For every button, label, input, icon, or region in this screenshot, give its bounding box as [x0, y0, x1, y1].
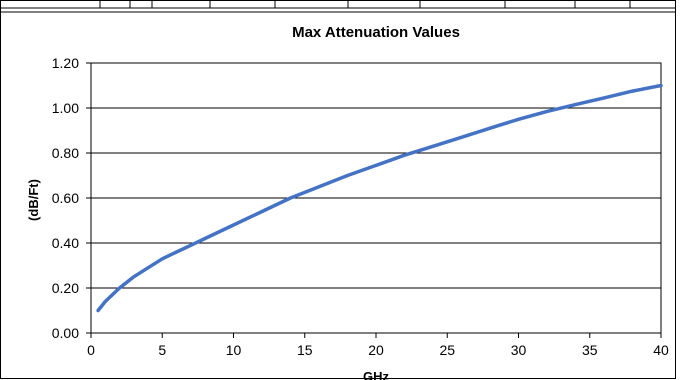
x-tick-labels: 0 5 10 15 20 25 30 35 40 — [87, 342, 669, 358]
y-tick-label: 1.00 — [52, 100, 79, 116]
x-tick-marks — [90, 333, 662, 338]
x-tick-label: 0 — [87, 342, 95, 358]
header-strip-cells — [99, 0, 631, 8]
plot-area-border — [90, 62, 662, 334]
y-tick-label: 0.20 — [52, 280, 79, 296]
x-axis-label: GHz — [363, 369, 390, 380]
y-tick-label: 0.80 — [52, 145, 79, 161]
x-tick-label: 40 — [653, 342, 669, 358]
y-tick-labels: 0.00 0.20 0.40 0.60 0.80 1.00 1.20 — [52, 55, 79, 341]
x-tick-label: 5 — [158, 342, 166, 358]
x-tick-label: 10 — [226, 342, 242, 358]
x-tick-label: 35 — [582, 342, 598, 358]
chart-title: Max Attenuation Values — [292, 24, 460, 41]
x-tick-label: 15 — [297, 342, 313, 358]
y-axis-label: (dB/Ft) — [26, 179, 41, 221]
x-tick-label: 20 — [368, 342, 384, 358]
y-tick-label: 0.40 — [52, 235, 79, 251]
x-tick-label: 30 — [511, 342, 527, 358]
y-tick-label: 1.20 — [52, 55, 79, 71]
attenuation-curve — [96, 83, 663, 313]
x-tick-label: 25 — [439, 342, 455, 358]
y-tick-label: 0.60 — [52, 190, 79, 206]
y-tick-label: 0.00 — [52, 325, 79, 341]
chart-area-border — [0, 0, 676, 379]
